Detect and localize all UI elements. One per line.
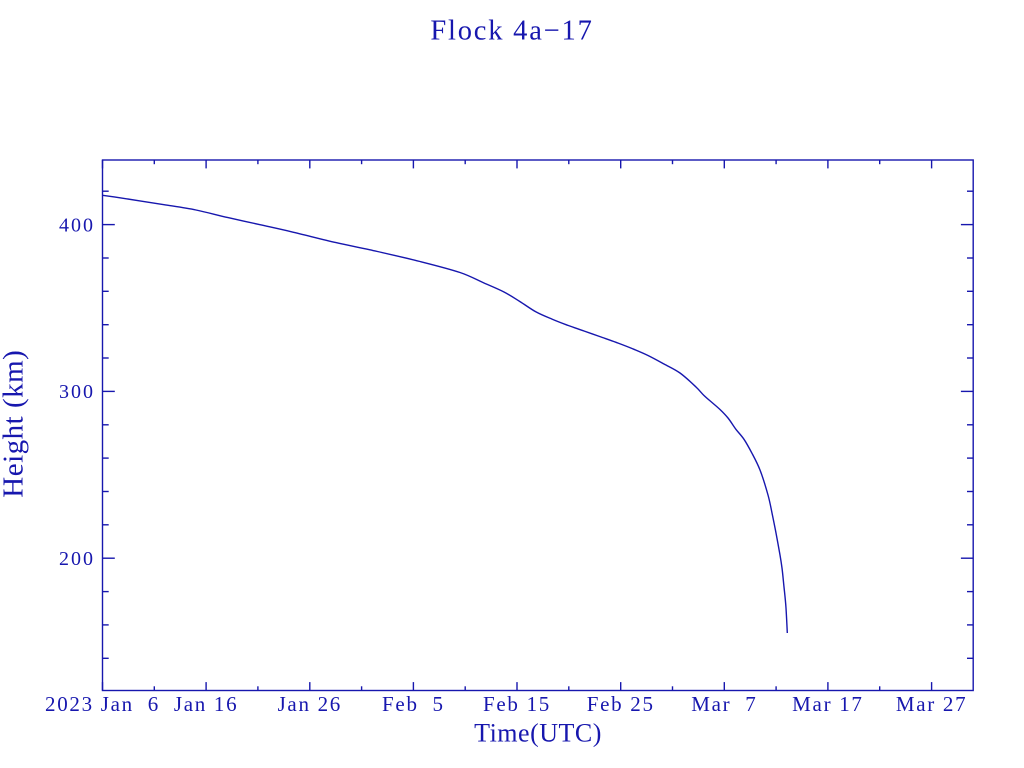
svg-text:Flock 4a−17: Flock 4a−17 [430, 16, 593, 47]
svg-text:Time(UTC): Time(UTC) [474, 719, 602, 748]
svg-text:Mar 17: Mar 17 [792, 692, 863, 716]
svg-text:Mar 27: Mar 27 [896, 692, 967, 716]
svg-text:Jan 16: Jan 16 [174, 692, 238, 716]
svg-text:Feb 25: Feb 25 [587, 692, 655, 716]
svg-text:Mar 7: Mar 7 [691, 692, 757, 716]
svg-text:Height (km): Height (km) [0, 350, 30, 498]
svg-text:400: 400 [59, 214, 95, 236]
svg-text:2023 Jan 6: 2023 Jan 6 [45, 692, 160, 716]
svg-text:Jan 26: Jan 26 [278, 692, 342, 716]
svg-text:Feb 5: Feb 5 [382, 692, 445, 716]
svg-text:300: 300 [59, 381, 95, 403]
svg-text:200: 200 [59, 548, 95, 570]
svg-text:Feb 15: Feb 15 [483, 692, 551, 716]
